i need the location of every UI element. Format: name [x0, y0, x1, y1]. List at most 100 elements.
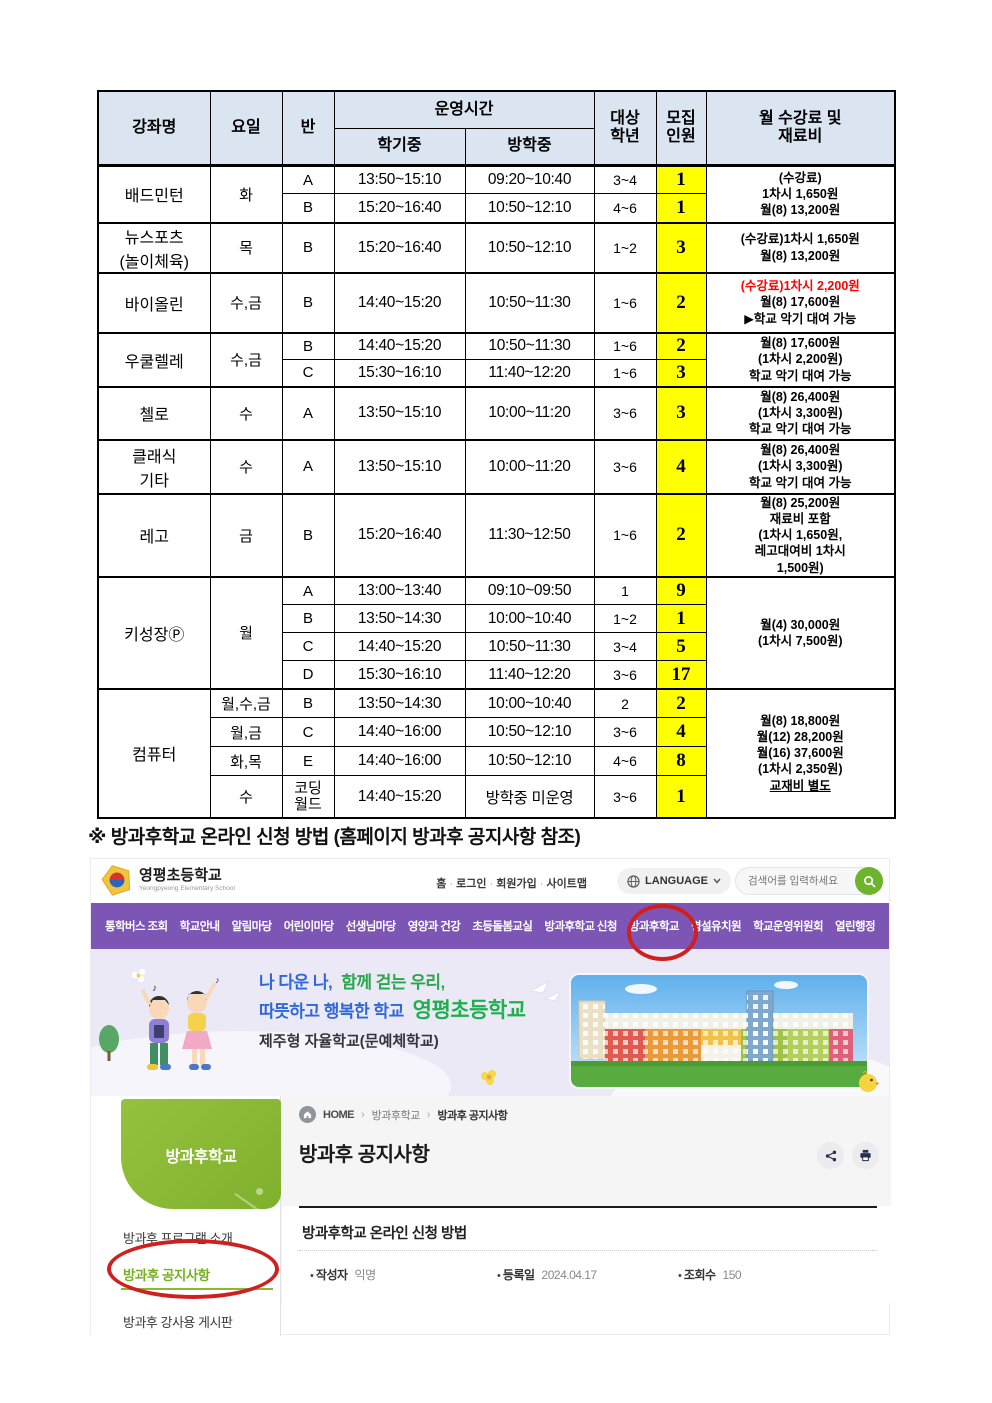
grade-cell: 3~6 [593, 386, 657, 440]
divider-black [299, 1206, 877, 1208]
vacation-time-cell: 10:50~11:30 [464, 632, 595, 662]
nav-item-admin[interactable]: 열린행정 [835, 921, 876, 933]
slogan-line3: 제주형 자율학교(문예체학교) [259, 1032, 439, 1050]
link-home[interactable]: 홈 [436, 878, 456, 890]
red-annotation-circle-nav [627, 904, 698, 961]
quota-cell: 2 [655, 688, 707, 719]
quota-cell: 3 [655, 359, 707, 387]
quota-cell: 8 [655, 746, 707, 777]
utility-links: 홈로그인회원가입사이트맵 [436, 875, 587, 891]
banner-slogan: 나 다운 나, 함께 걷는 우리, 따뜻하고 행복한 학교 영평초등학교 제주형… [259, 973, 526, 1050]
author-value: 익명 [354, 1268, 377, 1282]
sidebar-item-instructor-board[interactable]: 방과후 강사용 게시판 [123, 1315, 233, 1330]
quota-cell: 4 [655, 439, 707, 494]
class-cell: B [281, 272, 335, 333]
nav-item-bus[interactable]: 통학버스 조회 [105, 921, 168, 933]
nav-item-care-class[interactable]: 초등돌봄교실 [472, 921, 533, 933]
link-sitemap[interactable]: 사이트맵 [546, 878, 587, 890]
home-icon[interactable] [299, 1106, 316, 1123]
fee-cell: 월(8) 25,200원 재료비 포함 (1차시 1,650원, 레고대여비 1… [705, 492, 896, 578]
fee-highlight: (수강료)1차시 2,200원 [740, 279, 860, 294]
search-button[interactable] [855, 867, 883, 895]
grade-cell: 1~6 [593, 492, 657, 578]
course-cell: 키성장Ⓟ [97, 576, 211, 690]
semester-time-cell: 14:40~16:00 [333, 746, 466, 777]
link-join[interactable]: 회원가입 [496, 878, 546, 890]
quota-cell: 2 [655, 492, 707, 578]
semester-time-cell: 13:50~15:10 [333, 165, 466, 194]
semester-time-cell: 15:20~16:40 [333, 193, 466, 223]
quota-cell: 17 [655, 660, 707, 690]
breadcrumb-home[interactable]: HOME [323, 1108, 355, 1121]
nav-item-school-info[interactable]: 학교안내 [179, 921, 221, 933]
nav-item-kindergarten[interactable]: 병설유치원 [691, 921, 742, 933]
table-row: B 15:20~16:40 10:50~12:10 4~6 1 [98, 193, 895, 223]
language-dropdown[interactable]: LANGUAGE [617, 868, 731, 894]
views-label: 조회수 [683, 1268, 716, 1282]
table-row: B 13:50~14:30 10:00~10:40 1~2 1 [98, 604, 895, 634]
quota-cell: 3 [655, 386, 707, 440]
yellow-flower-icon [481, 1070, 496, 1085]
table-row: 첼로 수 A 13:50~15:10 10:00~11:20 3~6 3 월(8… [97, 386, 896, 440]
header-course: 강좌명 [97, 90, 211, 166]
date-value: 2024.04.17 [541, 1268, 598, 1282]
quota-cell: 1 [655, 775, 707, 819]
vacation-time-cell: 10:50~11:30 [464, 332, 595, 360]
vacation-time-cell: 10:00~11:20 [464, 439, 595, 494]
nav-item-nutrition[interactable]: 영양과 건강 [407, 921, 461, 933]
semester-time-cell: 14:40~16:00 [333, 717, 466, 748]
vacation-time-cell: 09:10~09:50 [464, 576, 595, 606]
grade-cell: 3~4 [593, 632, 657, 662]
quota-cell: 3 [655, 222, 707, 273]
sidebar-decor-line [234, 1192, 274, 1209]
header-time: 운영시간 [333, 90, 595, 129]
semester-time-cell: 15:20~16:40 [333, 492, 466, 578]
svg-text:♪: ♪ [215, 975, 220, 985]
day-cell: 월,수,금 [209, 688, 283, 719]
breadcrumb-afterschool[interactable]: 방과후학교 [371, 1109, 421, 1122]
course-cell: 우쿨렐레 [97, 332, 211, 387]
table-row: 우쿨렐레 수,금 B 14:40~15:20 10:50~11:30 1~6 2… [97, 332, 896, 387]
fee-cell: (수강료) 1차시 1,650원 월(8) 13,200원 [705, 165, 896, 223]
table-row: 레고 금 B 15:20~16:40 11:30~12:50 1~6 2 월(8… [97, 492, 896, 578]
nav-item-children[interactable]: 어린이마당 [283, 921, 335, 933]
date-label: 등록일 [502, 1268, 535, 1282]
table-row: D 15:30~16:10 11:40~12:20 3~6 17 [98, 660, 895, 690]
grade-cell: 1 [593, 576, 657, 606]
divider-dotted [299, 1250, 877, 1251]
breadcrumb-notice[interactable]: 방과후 공지사항 [437, 1109, 508, 1122]
day-cell: 목 [209, 222, 283, 273]
vacation-time-cell: 09:20~10:40 [464, 165, 595, 194]
search-input[interactable] [746, 869, 851, 893]
flower-white [131, 968, 146, 983]
class-cell: C [281, 359, 335, 387]
link-login[interactable]: 로그인 [456, 878, 496, 890]
grade-cell: 3~4 [593, 165, 657, 194]
semester-time-cell: 14:40~15:20 [333, 775, 466, 819]
grade-cell: 4~6 [593, 193, 657, 223]
class-cell: A [281, 386, 335, 440]
semester-time-cell: 13:50~14:30 [333, 688, 466, 719]
nav-item-afterschool-apply[interactable]: 방과후학교 신청 [544, 921, 617, 933]
class-cell: B [281, 193, 335, 223]
sidebar-title: 방과후학교 [165, 1149, 237, 1166]
nav-item-notice[interactable]: 알림마당 [231, 921, 273, 933]
print-button[interactable] [852, 1142, 879, 1169]
grade-cell: 4~6 [593, 746, 657, 777]
article-title[interactable]: 방과후학교 온라인 신청 방법 [302, 1226, 467, 1242]
nav-item-committee[interactable]: 학교운영위원회 [753, 921, 823, 933]
article-card: 방과후학교 온라인 신청 방법 작성자 익명 등록일 2024.04.17 조회수 1… [282, 1206, 891, 1303]
vacation-time-cell: 11:30~12:50 [464, 492, 595, 578]
school-logo[interactable]: 영평초등학교 Yeongpyeong Elementary School [101, 864, 235, 896]
author-label: 작성자 [315, 1268, 348, 1282]
quota-cell: 2 [655, 332, 707, 360]
nav-item-teachers[interactable]: 선생님마당 [345, 921, 397, 933]
school-website-screenshot: 영평초등학교 Yeongpyeong Elementary School 홈로그… [90, 858, 891, 1336]
semester-time-cell: 14:40~15:20 [333, 332, 466, 360]
share-button[interactable] [817, 1142, 844, 1169]
article-views: 조회수 150 [678, 1266, 742, 1283]
logo-text: 영평초등학교 Yeongpyeong Elementary School [139, 868, 235, 892]
slogan-line1-blue: 나 다운 나, [259, 973, 333, 992]
print-icon [860, 1149, 871, 1162]
semester-time-cell: 14:40~15:20 [333, 632, 466, 662]
